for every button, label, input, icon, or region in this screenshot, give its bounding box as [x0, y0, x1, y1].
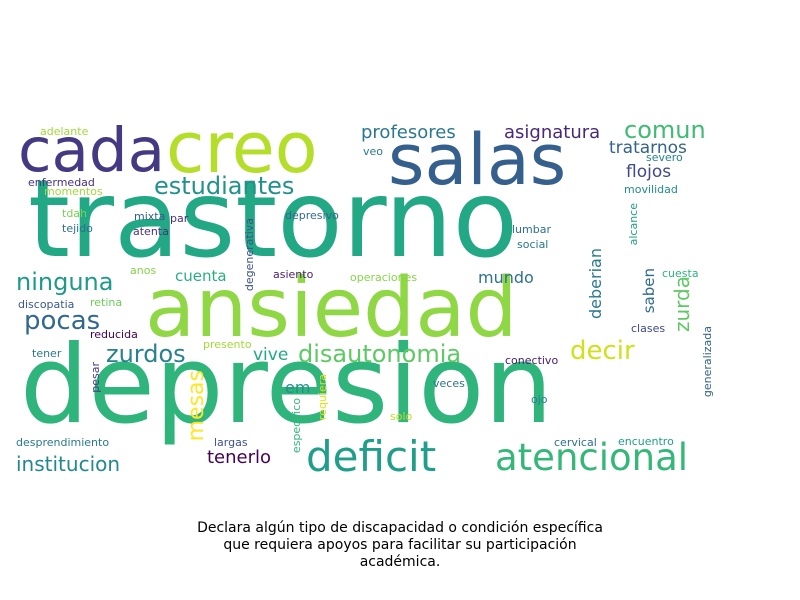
- word-zurdos: zurdos: [106, 340, 186, 368]
- word-social: social: [517, 238, 549, 251]
- word-ojo: ojo: [531, 393, 548, 406]
- word-largas: largas: [214, 436, 248, 449]
- word-cada: cada: [18, 115, 166, 186]
- word-flojos: flojos: [626, 162, 672, 182]
- word-profesores: profesores: [361, 122, 456, 143]
- word-alcance: alcance: [627, 203, 640, 246]
- word-lumbar: lumbar: [512, 223, 551, 236]
- word-reducida: reducida: [90, 328, 138, 341]
- word-conectivo: conectivo: [505, 354, 559, 367]
- word-anos: anos: [130, 264, 157, 277]
- word-veces: veces: [433, 377, 465, 390]
- word-tener: tener: [32, 347, 62, 360]
- word-ninguna: ninguna: [16, 268, 114, 296]
- word-presento: presento: [203, 338, 252, 351]
- word-saben: saben: [640, 268, 658, 314]
- word-retina: retina: [90, 296, 123, 309]
- word-salas: salas: [388, 119, 567, 201]
- word-degenerativa: degenerativa: [243, 218, 256, 292]
- word-vive: vive: [253, 345, 289, 365]
- word-momentos: momentos: [44, 185, 103, 198]
- word-depresivo: depresivo: [285, 209, 339, 222]
- word-cervical: cervical: [554, 436, 597, 449]
- word-mesas: mesas: [184, 370, 209, 442]
- word-cuenta: cuenta: [175, 267, 227, 285]
- word-estudiantes: estudiantes: [154, 172, 295, 200]
- word-em: em: [285, 378, 311, 397]
- word-deberian: deberian: [586, 248, 605, 319]
- word-mundo: mundo: [478, 268, 534, 287]
- word-atenta: atenta: [133, 225, 169, 238]
- word-severo: severo: [646, 151, 683, 164]
- word-deficit: deficit: [306, 432, 437, 481]
- word-clases: clases: [631, 322, 666, 335]
- word-tenerlo: tenerlo: [207, 447, 272, 468]
- word-institucion: institucion: [16, 452, 121, 476]
- word-disautonomia: disautonomia: [298, 340, 462, 368]
- word-creo: creo: [166, 107, 318, 189]
- word-cuesta: cuesta: [662, 267, 699, 280]
- word-enfermedad: enfermedad: [28, 176, 95, 189]
- word-veo: veo: [363, 145, 384, 158]
- word-atencional: atencional: [495, 436, 689, 479]
- word-mixta: mixta: [134, 210, 166, 223]
- word-operaciones: operaciones: [350, 271, 418, 284]
- word-encuentro: encuentro: [618, 435, 674, 448]
- word-pesar: pesar: [89, 362, 102, 393]
- word-comun: comun: [624, 116, 706, 144]
- word-desprendimiento: desprendimiento: [16, 436, 110, 449]
- word-par: par: [170, 212, 189, 225]
- word-ansiedad: ansiedad: [145, 261, 518, 356]
- word-tratarnos: tratarnos: [609, 138, 687, 158]
- figure-caption: Declara algún tipo de discapacidad o con…: [197, 520, 603, 570]
- word-especifico: especifico: [290, 398, 303, 454]
- word-movilidad: movilidad: [624, 183, 678, 196]
- word-pocas: pocas: [24, 306, 101, 336]
- word-decir: decir: [570, 336, 635, 366]
- word-tejido: tejido: [62, 222, 93, 235]
- word-generalizada: generalizada: [701, 326, 714, 398]
- word-asiento: asiento: [273, 268, 314, 281]
- word-trastorno: trastorno: [28, 158, 519, 282]
- word-tdah: tdah: [62, 207, 88, 220]
- word-requiera: requiera: [316, 374, 329, 421]
- word-adelante: adelante: [40, 125, 89, 138]
- word-zurda: zurda: [670, 276, 694, 332]
- word-discopatia: discopatia: [18, 298, 75, 311]
- word-asignatura: asignatura: [504, 122, 601, 143]
- word-depresion: depresion: [20, 323, 553, 448]
- word-solo: solo: [390, 410, 413, 423]
